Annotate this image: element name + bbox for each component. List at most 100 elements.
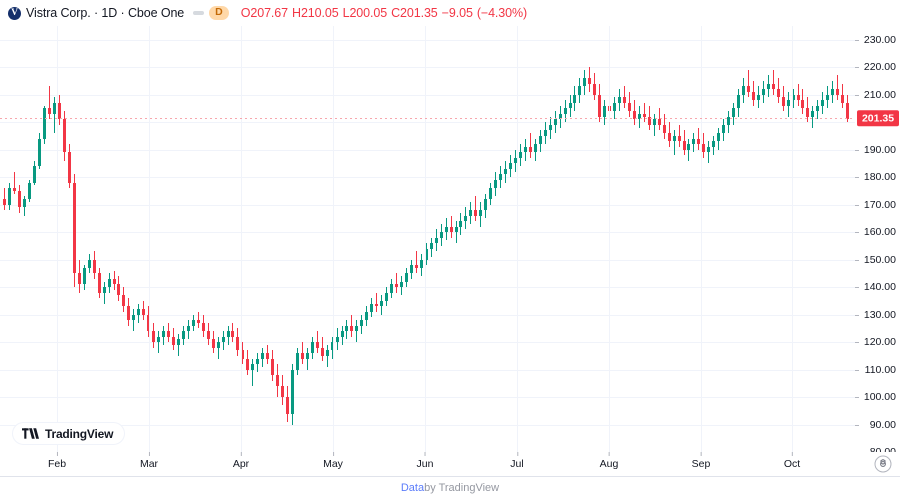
- candle-body-down: [276, 375, 279, 387]
- price-axis[interactable]: 230.00 220.00 210.00 190.00 180.00 170.00 160.…: [855, 26, 900, 458]
- candle-body-up: [564, 108, 567, 114]
- candle-body-up: [464, 215, 467, 222]
- candle-body-up: [336, 336, 339, 343]
- candle-body-up: [341, 331, 344, 337]
- price-axis-tick: 110.00: [855, 364, 900, 376]
- candle-body-up: [103, 287, 106, 293]
- candle-body-up: [405, 273, 408, 282]
- price-tick-dash: [855, 397, 859, 398]
- candle-body-up: [132, 314, 135, 321]
- time-axis-tick: Jul: [510, 452, 524, 470]
- price-tick-dash: [855, 342, 859, 343]
- time-tick-dash: [792, 452, 793, 456]
- candle-body-down: [13, 188, 16, 191]
- candle-body-up: [440, 232, 443, 238]
- candle-body-up: [455, 226, 458, 233]
- time-axis-bottom-border: [0, 476, 900, 477]
- candle-body-down: [588, 78, 591, 84]
- candle-body-up: [370, 303, 373, 312]
- candle-body-down: [678, 135, 681, 142]
- candle-body-up: [306, 353, 309, 359]
- candle-body-up: [578, 86, 581, 95]
- candle-body-up: [816, 105, 819, 112]
- candle-body-up: [767, 83, 770, 90]
- candle-body-down: [58, 102, 61, 120]
- candle-body-up: [365, 311, 368, 321]
- candle-wick: [530, 133, 531, 158]
- candle-body-down: [147, 314, 150, 332]
- price-tick-dash: [855, 425, 859, 426]
- candle-wick: [317, 331, 318, 354]
- vistra-logo-icon: V: [8, 6, 21, 20]
- last-price-line: [0, 118, 855, 119]
- gear-icon[interactable]: [874, 455, 892, 473]
- gridline-horizontal: [0, 370, 855, 371]
- candle-body-down: [18, 190, 21, 208]
- timeframe-badge[interactable]: D: [209, 6, 229, 20]
- candle-body-up: [653, 119, 656, 125]
- candle-body-down: [415, 265, 418, 268]
- candle-body-up: [459, 221, 462, 227]
- data-link[interactable]: Data: [400, 482, 425, 494]
- gridline-horizontal: [0, 397, 855, 398]
- candle-body-down: [806, 108, 809, 117]
- candle-body-up: [712, 141, 715, 147]
- price-axis-tick: 100.00: [855, 391, 900, 403]
- candle-wick: [659, 108, 660, 131]
- candle-body-down: [633, 111, 636, 120]
- candle-body-down: [246, 358, 249, 370]
- candle-body-up: [534, 144, 537, 153]
- symbol-title[interactable]: Vistra Corp. · 1D · Cboe One: [26, 6, 185, 20]
- time-axis[interactable]: Feb Mar Apr May Jun Jul Aug Sep Oct: [0, 452, 900, 476]
- candle-wick: [798, 83, 799, 106]
- candle-wick: [837, 75, 838, 101]
- candle-body-up: [504, 168, 507, 175]
- candle-body-down: [301, 353, 304, 359]
- candle-body-up: [83, 267, 86, 285]
- candle-body-down: [321, 347, 324, 356]
- candle-body-up: [8, 188, 11, 205]
- candle-body-up: [400, 281, 403, 288]
- candle-wick: [376, 292, 377, 312]
- candle-body-up: [38, 138, 41, 167]
- time-tick-dash: [425, 452, 426, 456]
- candle-body-up: [692, 138, 695, 145]
- gridline-vertical: [701, 26, 702, 452]
- candle-wick: [4, 188, 5, 211]
- candle-body-up: [519, 152, 522, 158]
- candle-body-up: [811, 111, 814, 117]
- candle-body-down: [93, 259, 96, 274]
- candle-wick: [396, 273, 397, 293]
- price-tick-dash: [855, 150, 859, 151]
- candle-wick: [49, 86, 50, 120]
- time-axis-tick: Oct: [784, 452, 800, 470]
- candle-wick: [644, 102, 645, 123]
- candle-body-down: [48, 108, 51, 114]
- candle-body-up: [831, 89, 834, 95]
- chart-legend: V Vistra Corp. · 1D · Cboe One D O207.67…: [8, 4, 527, 22]
- candle-body-down: [122, 295, 125, 307]
- candle-body-down: [663, 124, 666, 134]
- price-tick-dash: [855, 315, 859, 316]
- candle-body-up: [28, 182, 31, 200]
- candle-wick: [133, 309, 134, 332]
- candle-body-down: [117, 284, 120, 296]
- candle-body-up: [722, 124, 725, 134]
- candle-body-up: [524, 146, 527, 153]
- candle-wick: [475, 196, 476, 222]
- time-tick-dash: [609, 452, 610, 456]
- ohlc-open-key: O: [240, 6, 251, 20]
- price-tick-dash: [855, 287, 859, 288]
- candle-body-down: [197, 320, 200, 323]
- candle-body-up: [355, 325, 358, 332]
- price-tick-dash: [855, 95, 859, 96]
- candle-body-up: [687, 144, 690, 150]
- price-tick-dash: [855, 67, 859, 68]
- candle-body-up: [554, 119, 557, 125]
- candle-body-down: [266, 353, 269, 359]
- timeframe-dash-icon: [193, 11, 205, 15]
- candle-body-down: [68, 152, 71, 183]
- candlestick-plot-area[interactable]: [0, 26, 855, 452]
- candle-body-up: [326, 350, 329, 356]
- candle-body-up: [256, 358, 259, 365]
